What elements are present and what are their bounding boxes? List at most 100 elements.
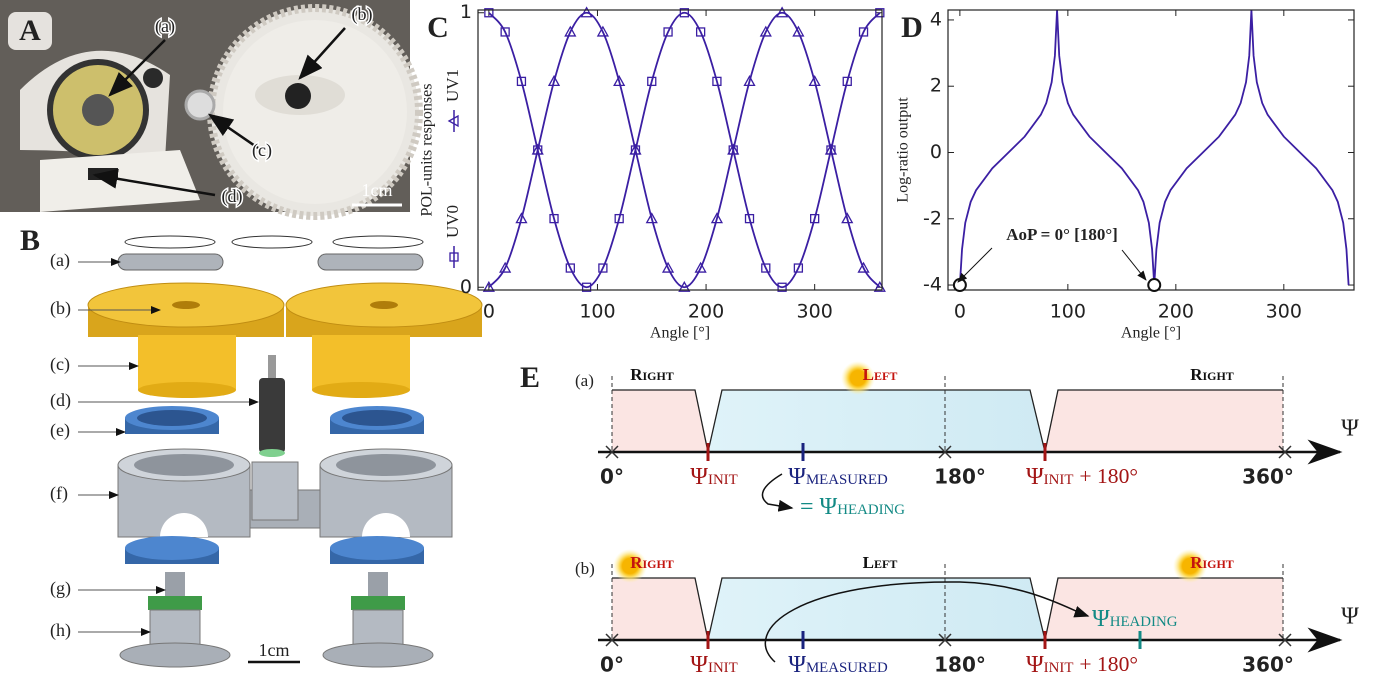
photo (0, 0, 419, 216)
psi-symbol: Ψ (690, 652, 708, 678)
photo-label: (b) (352, 4, 373, 25)
angle-label: 360° (1242, 653, 1294, 677)
x-axis-label: Angle [°] (650, 325, 710, 342)
diagram-tag: (a) (575, 371, 594, 390)
legend-label: UV0 (443, 205, 462, 238)
panel-letter: B (20, 224, 40, 257)
region-label: Right (1190, 365, 1234, 384)
angle-label: 0° (600, 465, 624, 489)
y-tick-label: 0 (460, 276, 472, 298)
region-right (612, 390, 708, 452)
part-label: (h) (50, 620, 71, 641)
region-left (708, 578, 1045, 640)
psi-symbol: Ψ (788, 464, 806, 490)
scale-label: 1cm (362, 180, 393, 200)
psi-symbol: Ψ (690, 464, 708, 490)
psi-sub: INIT (1044, 472, 1074, 488)
part-label: (c) (50, 354, 70, 375)
part-label: (b) (50, 298, 71, 319)
psi-sub: INIT (708, 660, 738, 676)
x-tick-label: 300 (797, 301, 833, 323)
psi-sub: MEASURED (806, 660, 888, 676)
psi-symbol: Ψ (1092, 606, 1110, 632)
region-label: Right (630, 365, 674, 384)
psi-label: =ΨHEADING (800, 494, 905, 520)
x-tick-label: 100 (579, 301, 615, 323)
x-axis-label: Angle [°] (1121, 325, 1181, 342)
exploded-view (78, 236, 482, 667)
annotation-point (1148, 279, 1160, 291)
psi-sub: HEADING (837, 502, 905, 518)
psi-label: ΨINIT (690, 652, 737, 678)
annotation-arrow (1122, 250, 1146, 280)
region-label: Right (1190, 553, 1234, 572)
photo-label: (a) (155, 16, 175, 37)
plot-frame (948, 10, 1354, 290)
psi-symbol: Ψ (1026, 652, 1044, 678)
y-tick-label: -2 (923, 207, 942, 229)
part-label: (f) (50, 483, 68, 504)
angle-label: 360° (1242, 465, 1294, 489)
annotation-arrow (958, 248, 992, 282)
x-tick-label: 200 (688, 301, 724, 323)
x-tick-label: 100 (1050, 301, 1086, 323)
psi-sub: INIT (1044, 660, 1074, 676)
psi-label: ΨMEASURED (788, 652, 888, 678)
x-tick-label: 200 (1158, 301, 1194, 323)
part-label: (g) (50, 578, 71, 599)
region-label: Right (630, 553, 674, 572)
angle-label: 180° (934, 465, 986, 489)
psi-sub: MEASURED (806, 472, 888, 488)
x-tick-label: 0 (483, 301, 495, 323)
y-tick-label: 2 (930, 75, 942, 97)
y-tick-label: 4 (930, 8, 942, 30)
psi-label: ΨINIT (690, 464, 737, 490)
legend: UV0 UV1 (443, 69, 462, 268)
figure: A (a) (b) (c) (d) 1cm B (a) (b) (c) (d) (e) (f) (g) (h… (0, 0, 1373, 680)
part-label: (a) (50, 250, 70, 271)
axis-label: Ψ (1341, 416, 1359, 442)
panel-letter: D (901, 11, 923, 44)
psi-suffix: + 180° (1079, 652, 1138, 676)
psi-sub: INIT (708, 472, 738, 488)
psi-label: ΨINIT + 180° (1026, 652, 1138, 678)
psi-sub: HEADING (1110, 614, 1178, 630)
panel-letter: A (19, 14, 41, 47)
angle-label: 0° (600, 653, 624, 677)
y-tick-label: -4 (923, 274, 942, 296)
photo-label: (d) (222, 186, 243, 207)
region-label: Left (863, 553, 898, 572)
psi-suffix: + 180° (1079, 464, 1138, 488)
x-tick-label: 0 (954, 301, 966, 323)
y-axis-label: POL-units responses (419, 84, 436, 217)
psi-prefix: = (800, 494, 814, 520)
annotation-point (954, 279, 966, 291)
y-tick-label: 0 (930, 141, 942, 163)
psi-symbol: Ψ (788, 652, 806, 678)
x-tick-label: 300 (1266, 301, 1302, 323)
region-right (1045, 578, 1283, 640)
panel-letter: C (427, 11, 449, 44)
y-tick-label: 1 (460, 1, 472, 23)
photo-label: (c) (252, 140, 272, 161)
plot-area (489, 13, 880, 288)
panel-letter: E (520, 361, 540, 394)
angle-label: 180° (934, 653, 986, 677)
legend-label: UV1 (443, 69, 462, 102)
annotation: AoP = 0° [180°] (1006, 225, 1118, 244)
part-label: (e) (50, 420, 70, 441)
region-label: Left (863, 365, 898, 384)
psi-label: ΨMEASURED (788, 464, 888, 490)
psi-symbol: Ψ (820, 494, 838, 520)
scale-label: 1cm (259, 640, 290, 660)
diagram-tag: (b) (575, 559, 595, 578)
region-left (708, 390, 1045, 452)
psi-label: ΨINIT + 180° (1026, 464, 1138, 490)
series-line (489, 13, 880, 288)
axis-label: Ψ (1341, 604, 1359, 630)
region-right (1045, 390, 1283, 452)
region-right (612, 578, 708, 640)
psi-symbol: Ψ (1026, 464, 1044, 490)
y-axis-label: Log-ratio output (895, 97, 912, 203)
part-label: (d) (50, 390, 71, 411)
